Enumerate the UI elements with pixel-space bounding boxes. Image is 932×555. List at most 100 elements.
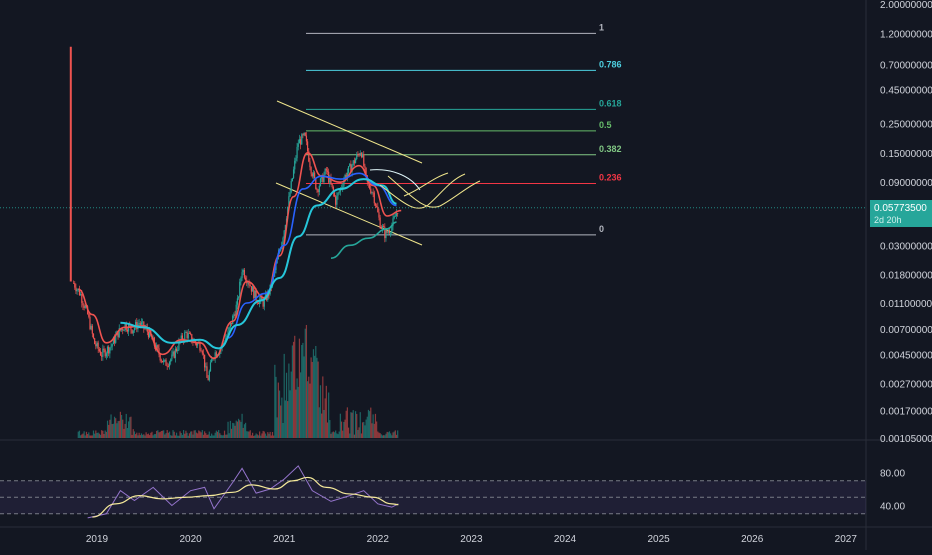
volume-bar bbox=[160, 430, 162, 438]
candle-body bbox=[187, 333, 189, 339]
candle-body bbox=[316, 188, 318, 191]
candle-body bbox=[159, 354, 161, 361]
candle-body bbox=[207, 377, 209, 381]
volume-bar bbox=[89, 435, 91, 438]
volume-bar bbox=[274, 364, 276, 438]
candle-body bbox=[190, 333, 192, 335]
candle-body bbox=[358, 154, 360, 156]
time-axis[interactable]: 2019 2020 2021 2022 2023 2024 2025 2026 2027 bbox=[86, 534, 857, 545]
volume-bar bbox=[167, 432, 169, 438]
volume-bar bbox=[182, 430, 185, 438]
volume-bar bbox=[387, 432, 389, 438]
projection-curve[interactable] bbox=[403, 172, 449, 197]
volume-bar bbox=[339, 413, 341, 438]
projection-curve[interactable] bbox=[379, 173, 466, 209]
volume-bar bbox=[118, 420, 120, 438]
y-tick-label: 0.00105000 bbox=[880, 434, 932, 445]
volume-bar bbox=[234, 425, 236, 438]
candle-body bbox=[91, 325, 93, 334]
volume-bar bbox=[81, 434, 83, 438]
volume-bar bbox=[235, 420, 237, 438]
y-tick-label: 0.00450000 bbox=[880, 350, 932, 361]
candle-body bbox=[329, 177, 331, 183]
volume-bar bbox=[103, 433, 105, 438]
projection-curve[interactable] bbox=[387, 175, 481, 208]
volume-bar bbox=[347, 427, 350, 438]
fib-level-label: 0.618 bbox=[599, 98, 622, 108]
volume-bar bbox=[147, 433, 150, 438]
candle-body bbox=[157, 345, 159, 349]
candle-body bbox=[393, 216, 395, 219]
volume-bar bbox=[219, 433, 221, 438]
volume-bar bbox=[330, 433, 332, 438]
fibonacci-retracement[interactable]: 1 0.786 0.618 0.5 0.382 0.236 0 bbox=[306, 22, 622, 236]
volume-bar bbox=[131, 434, 133, 438]
x-tick-label: 2019 bbox=[86, 534, 109, 545]
candle-body bbox=[249, 285, 251, 287]
volume-bar bbox=[204, 431, 206, 438]
volume-bar bbox=[237, 418, 240, 438]
candle-body bbox=[109, 347, 111, 354]
volume-bar bbox=[137, 435, 139, 438]
candle-body bbox=[351, 165, 353, 172]
candle-body bbox=[261, 296, 263, 301]
candle-body bbox=[139, 323, 141, 325]
candle-body bbox=[380, 228, 382, 230]
candle-body bbox=[260, 296, 262, 300]
price-axis[interactable]: 2.00000000 1.20000000 0.70000000 0.45000000… bbox=[880, 0, 932, 445]
volume-bar bbox=[392, 432, 394, 438]
volume-bar bbox=[331, 432, 333, 438]
volume-bar bbox=[96, 432, 98, 438]
candle-body bbox=[204, 354, 206, 368]
candle-body bbox=[180, 335, 182, 341]
volume-bar bbox=[172, 430, 174, 438]
candle-body bbox=[138, 323, 140, 324]
candle-body bbox=[324, 168, 326, 175]
volume-bar bbox=[316, 357, 318, 438]
volume-bar bbox=[342, 430, 344, 438]
moving-averages bbox=[77, 152, 402, 360]
volume-bar bbox=[315, 345, 317, 438]
volume-bar bbox=[397, 430, 399, 438]
volume-bar bbox=[175, 432, 178, 438]
candle-body bbox=[311, 173, 313, 177]
candle-body bbox=[97, 342, 99, 350]
volume-bar bbox=[291, 345, 293, 438]
channel-drawing[interactable] bbox=[275, 100, 423, 246]
y-tick-label: 0.70000000 bbox=[880, 60, 932, 71]
projection-curve[interactable] bbox=[369, 169, 421, 191]
projection-curves[interactable] bbox=[369, 169, 481, 209]
candle-body bbox=[158, 348, 160, 355]
candle-body bbox=[74, 283, 76, 288]
volume-bar bbox=[338, 431, 340, 438]
y-tick-label: 0.00170000 bbox=[880, 406, 932, 417]
channel-lower-line[interactable] bbox=[275, 182, 423, 246]
candle-body bbox=[197, 343, 199, 346]
volume-bar bbox=[161, 430, 164, 438]
x-tick-label: 2026 bbox=[741, 534, 764, 545]
candle-body bbox=[88, 314, 90, 317]
volume-bar bbox=[310, 357, 312, 438]
volume-bar bbox=[246, 431, 248, 438]
volume-bar bbox=[149, 435, 151, 438]
volume-bar bbox=[142, 434, 144, 438]
candle-body bbox=[188, 333, 191, 334]
volume-bar bbox=[240, 421, 242, 438]
candle-body bbox=[103, 348, 105, 350]
volume-bar bbox=[145, 432, 147, 438]
volume-bar bbox=[374, 413, 377, 438]
channel-upper-line[interactable] bbox=[276, 100, 423, 164]
volume-bar bbox=[325, 385, 327, 438]
candle-body bbox=[239, 281, 241, 298]
volume-bar bbox=[376, 421, 378, 438]
volume-bar bbox=[294, 335, 296, 438]
volume-bar bbox=[322, 376, 324, 438]
candle-body bbox=[177, 349, 179, 352]
candle-body bbox=[290, 181, 292, 193]
volume-bar bbox=[288, 363, 290, 438]
volume-bar bbox=[122, 419, 124, 438]
volume-bar bbox=[345, 410, 347, 438]
ma-slow-line bbox=[120, 178, 397, 350]
